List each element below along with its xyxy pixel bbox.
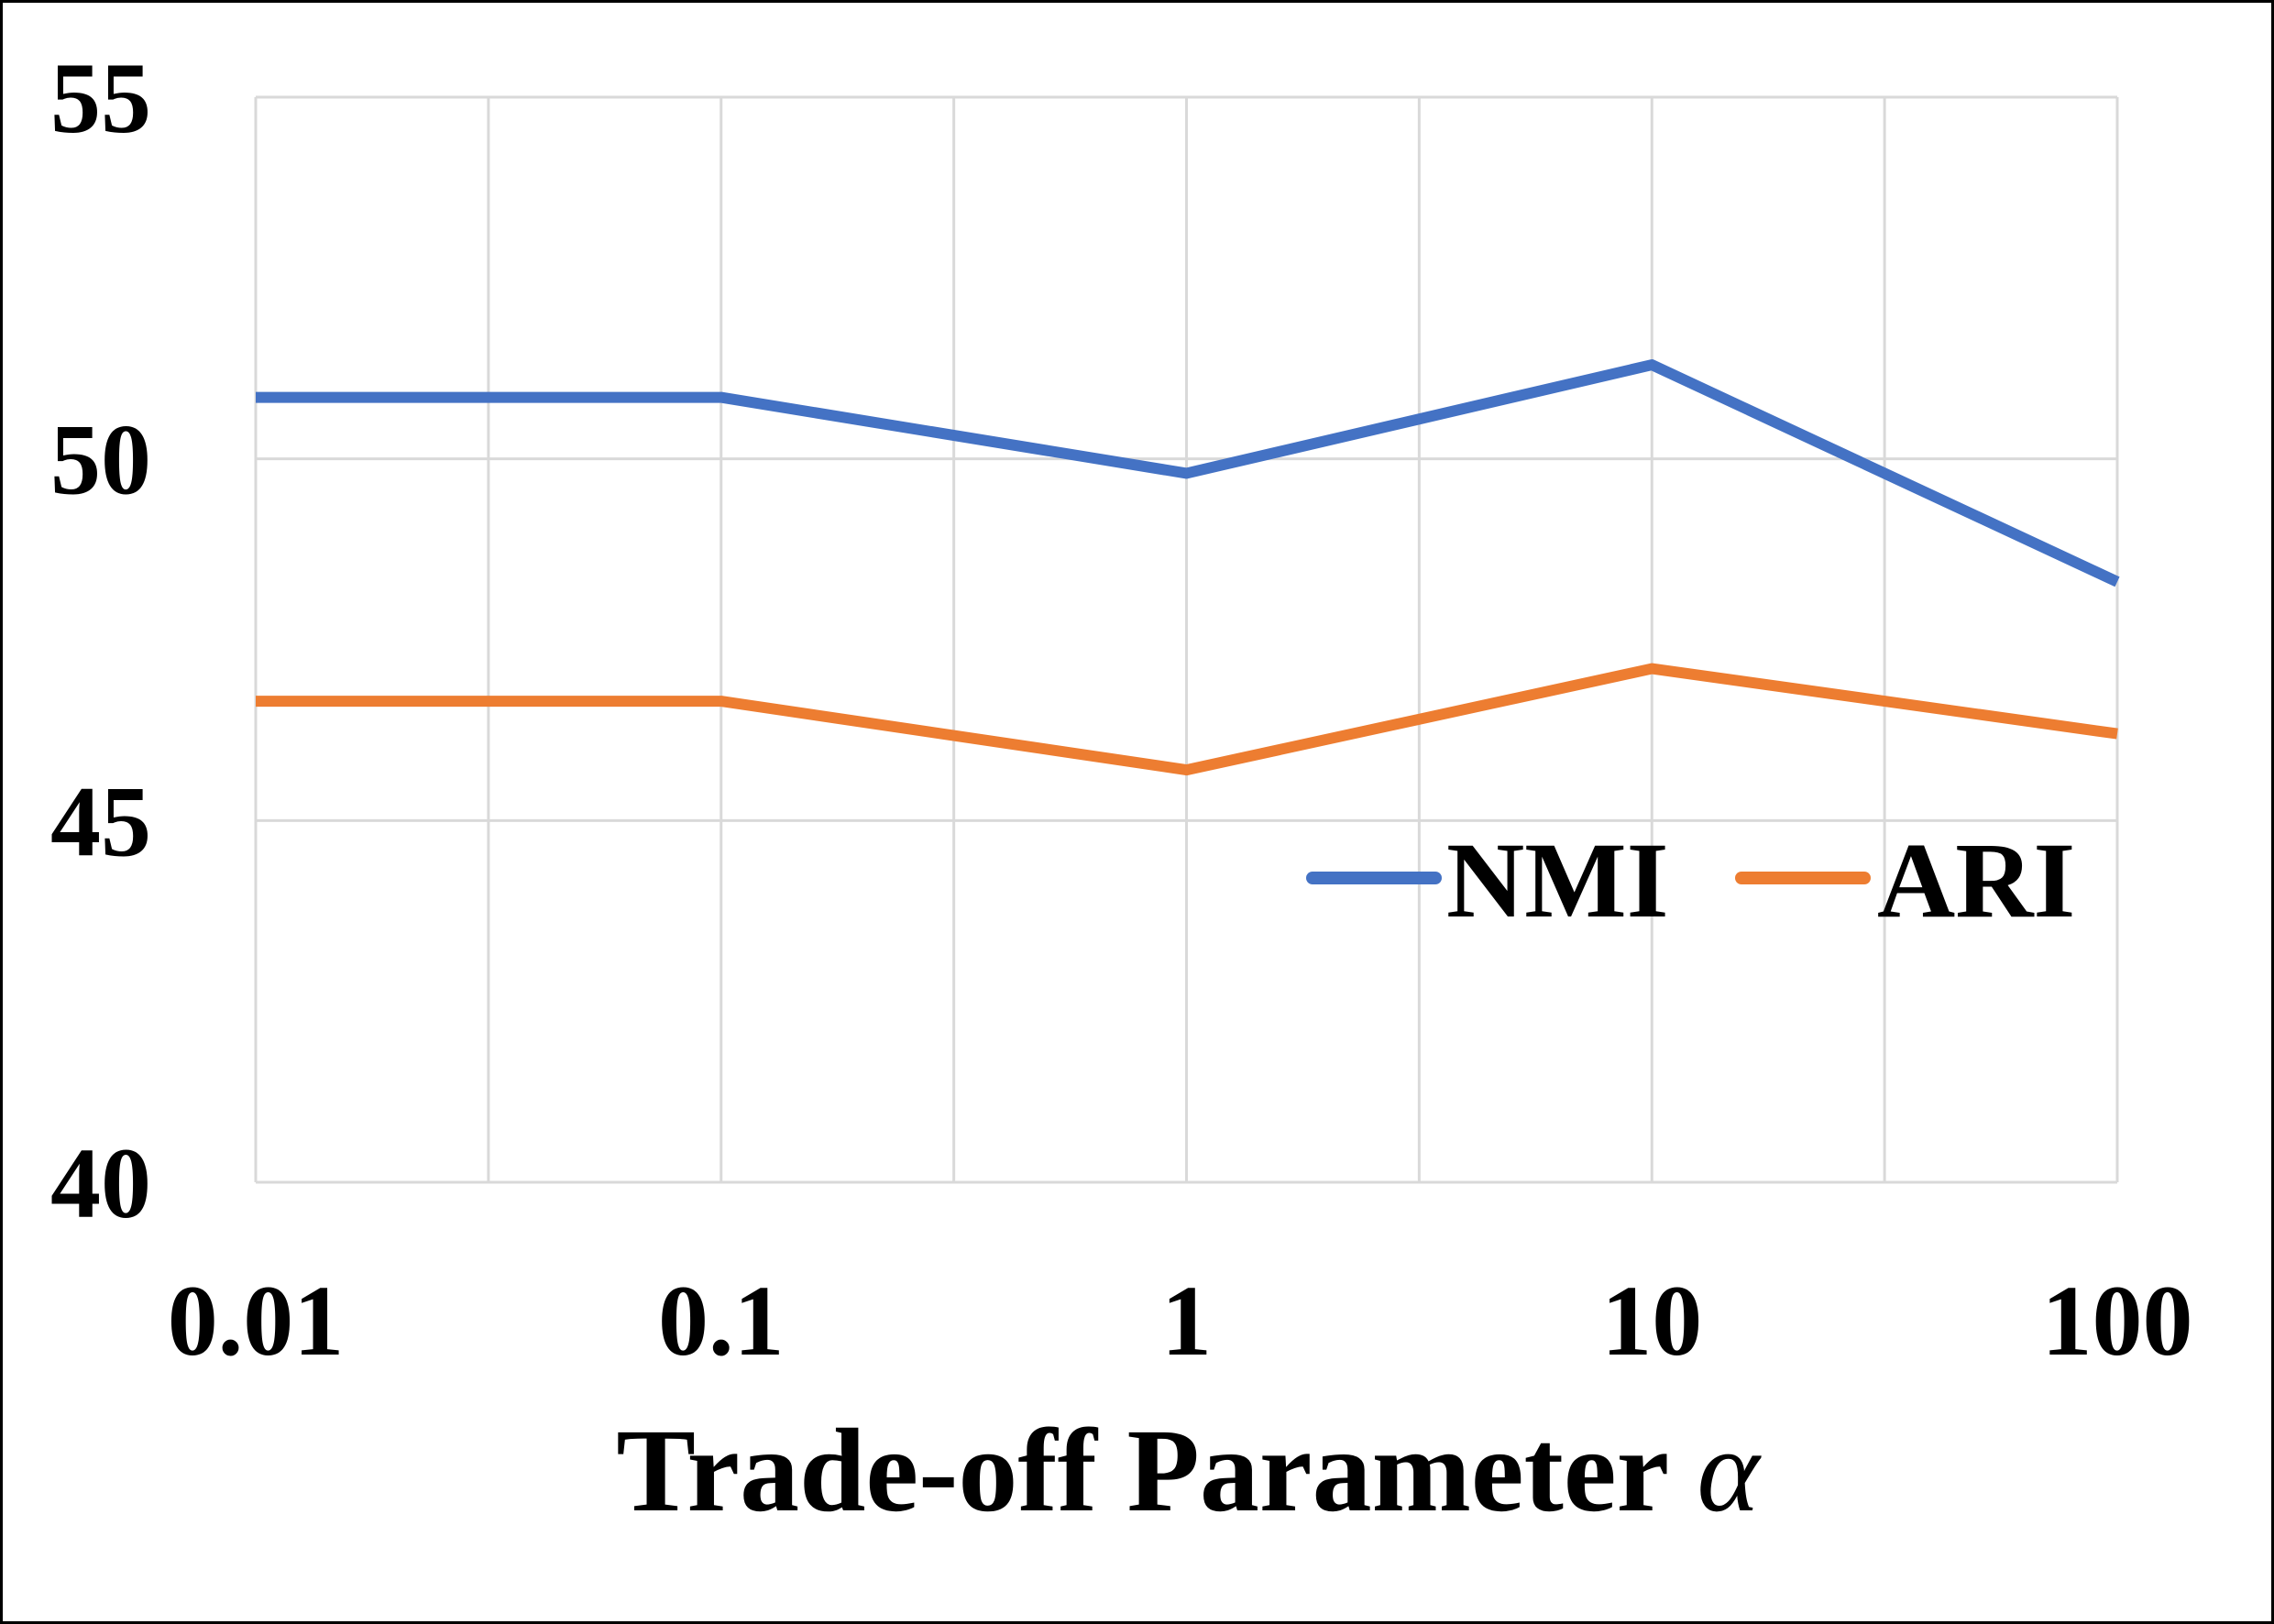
x-tick-label: 100 <box>2042 1265 2193 1377</box>
legend-label-ari: ARI <box>1877 820 2075 940</box>
x-axis-ticks: 0.01 0.1 1 10 100 <box>168 1265 2193 1377</box>
x-tick-label: 0.01 <box>168 1265 345 1377</box>
x-tick-label: 1 <box>1161 1265 1212 1377</box>
x-tick-label: 0.1 <box>658 1265 785 1377</box>
gridlines <box>254 95 2119 1184</box>
y-axis-ticks: 40 45 50 55 <box>50 42 151 1239</box>
alpha-symbol: α <box>1697 1405 1762 1537</box>
legend-label-nmi: NMI <box>1446 820 1669 940</box>
x-tick-label: 10 <box>1601 1265 1702 1377</box>
legend: NMI ARI <box>1306 820 2075 940</box>
y-tick-label: 40 <box>50 1127 151 1239</box>
series-lines <box>256 359 2120 776</box>
y-tick-label: 55 <box>50 42 151 154</box>
x-axis-title: Trade-off Parameter α <box>616 1405 1762 1537</box>
x-axis-title-text: Trade-off Parameter <box>616 1405 1667 1537</box>
y-tick-label: 50 <box>50 404 151 516</box>
series-line-nmi <box>256 359 2120 587</box>
y-tick-label: 45 <box>50 765 151 877</box>
series-line-ari <box>256 663 2118 776</box>
